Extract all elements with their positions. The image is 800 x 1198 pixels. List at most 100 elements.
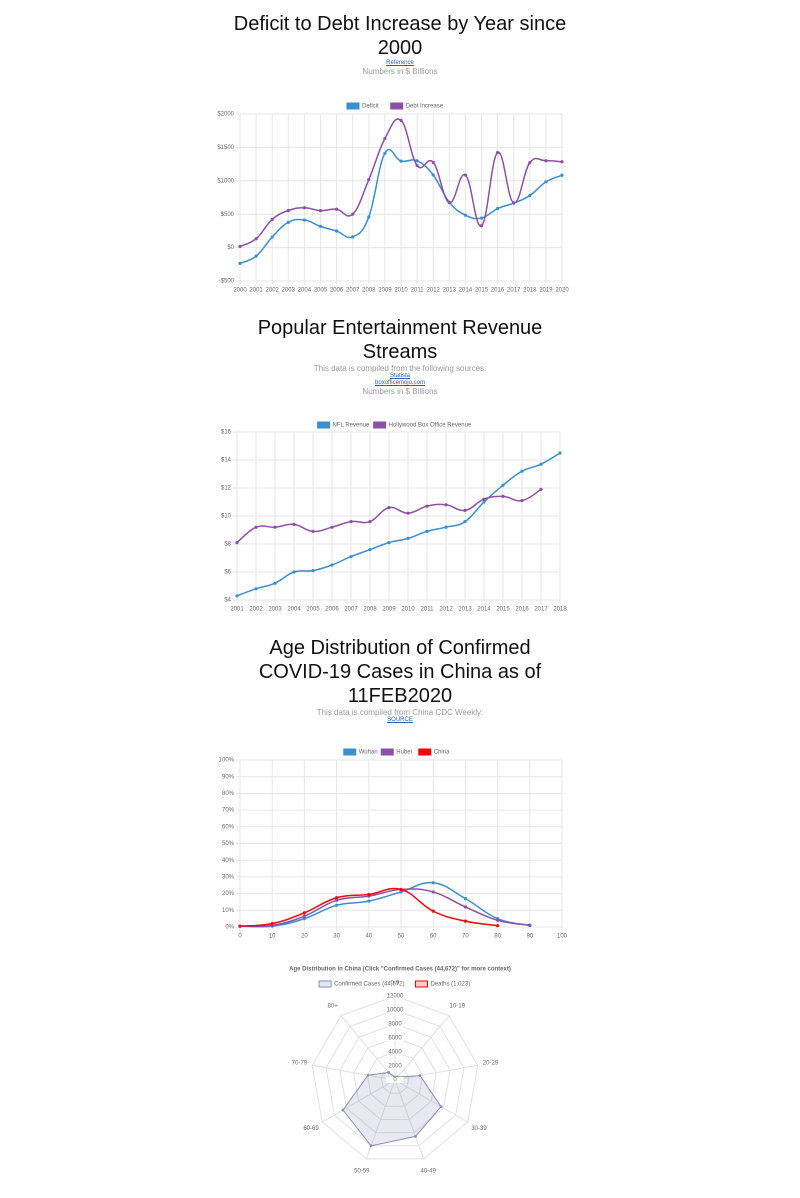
point xyxy=(463,919,467,923)
x-tick-label: 2017 xyxy=(534,607,548,613)
point xyxy=(302,206,306,210)
r-tick-label: 8000 xyxy=(388,1022,402,1028)
x-tick-label: 2019 xyxy=(539,288,553,294)
point xyxy=(512,201,516,205)
y-tick-label: 0% xyxy=(225,925,234,931)
point xyxy=(286,220,290,224)
x-tick-label: 2014 xyxy=(459,288,473,294)
point xyxy=(544,180,548,184)
x-tick-label: 2002 xyxy=(266,288,280,294)
x-tick-label: 2015 xyxy=(475,288,489,294)
x-tick-label: 2008 xyxy=(362,288,376,294)
point xyxy=(528,193,532,198)
point xyxy=(235,594,239,598)
r-tick-label: 12000 xyxy=(387,994,404,1000)
y-tick-label: $6 xyxy=(224,570,231,576)
point xyxy=(302,917,306,921)
chart-title: Popular Entertainment Revenue Streams xyxy=(257,317,543,363)
legend-swatch xyxy=(373,421,387,429)
axis-label: 60-69 xyxy=(303,1126,319,1132)
legend-label: Deaths (1,023) xyxy=(431,982,471,988)
grid-ring xyxy=(325,1009,465,1147)
spoke xyxy=(394,1064,478,1081)
point xyxy=(387,1071,391,1074)
point xyxy=(496,918,500,922)
x-tick-label: 40 xyxy=(365,934,372,940)
point xyxy=(349,520,353,524)
x-tick-label: 2010 xyxy=(394,288,408,294)
point xyxy=(330,563,334,567)
x-tick-label: 2011 xyxy=(411,288,425,294)
tick-backdrop xyxy=(386,1035,404,1041)
source-link[interactable]: Statista xyxy=(389,373,410,379)
point xyxy=(528,923,532,927)
point xyxy=(368,520,372,524)
series-line xyxy=(239,881,530,928)
x-tick-label: 80 xyxy=(494,934,501,940)
point xyxy=(238,261,242,265)
point xyxy=(286,208,290,213)
legend-swatch xyxy=(317,421,331,429)
point xyxy=(399,159,403,163)
point xyxy=(254,254,258,258)
grid-ring xyxy=(311,995,479,1160)
point xyxy=(335,229,339,233)
spoke xyxy=(312,1064,396,1081)
point xyxy=(399,887,403,892)
x-tick-label: 2003 xyxy=(282,288,296,294)
point xyxy=(399,890,403,894)
legend-label: Deficit xyxy=(362,104,379,110)
point xyxy=(431,909,435,913)
point xyxy=(520,469,524,473)
axis-label: 10-19 xyxy=(450,1003,466,1009)
axis-label: 50-59 xyxy=(354,1169,370,1175)
r-tick-label: 4000 xyxy=(388,1050,402,1056)
point xyxy=(539,462,543,466)
r-tick-label: 2000 xyxy=(388,1064,402,1070)
tick-backdrop xyxy=(386,1021,404,1027)
x-tick-label: 50 xyxy=(398,934,405,940)
point xyxy=(415,163,419,168)
point xyxy=(367,899,371,903)
point xyxy=(447,201,451,205)
legend-label: Hubei xyxy=(396,750,412,756)
source-link[interactable]: Reference xyxy=(386,60,414,66)
chart-title: Deficit to Debt Increase by Year since 2… xyxy=(233,13,567,59)
x-tick-label: 70 xyxy=(462,934,469,940)
point xyxy=(558,451,562,455)
point xyxy=(439,1105,443,1108)
point xyxy=(367,215,371,219)
point xyxy=(444,503,448,507)
source-link[interactable]: SOURCE xyxy=(387,717,413,723)
point xyxy=(479,216,484,220)
source-link[interactable]: boxofficemojo.com xyxy=(375,380,425,386)
x-tick-label: 2008 xyxy=(363,607,377,613)
point xyxy=(431,890,435,894)
x-tick-label: 2018 xyxy=(523,288,537,294)
point xyxy=(383,136,387,141)
chart-note: Numbers in $ Billions xyxy=(362,387,438,396)
chart-note: Numbers in $ Billions xyxy=(362,67,438,76)
y-tick-label: $1500 xyxy=(217,145,234,151)
axis-label: 70-79 xyxy=(292,1061,308,1067)
x-tick-label: 10 xyxy=(269,934,276,940)
point xyxy=(387,506,391,510)
x-tick-label: 2004 xyxy=(298,288,312,294)
grid-ring xyxy=(339,1023,451,1134)
y-tick-label: $16 xyxy=(221,430,232,436)
chart-header: Deficit to Debt Increase by Year since 2… xyxy=(0,12,800,76)
point xyxy=(463,897,467,901)
x-tick-label: 2001 xyxy=(249,288,263,294)
chart-header: Popular Entertainment Revenue Streams Thi… xyxy=(0,316,800,396)
point xyxy=(302,218,306,222)
axis-label: 0-9 xyxy=(391,981,400,987)
point xyxy=(463,905,467,909)
x-tick-label: 90 xyxy=(526,934,533,940)
point xyxy=(270,922,274,926)
point xyxy=(444,525,448,529)
legend-label: Confirmed Cases (44,672) xyxy=(334,982,404,988)
series-area xyxy=(342,1071,442,1147)
point xyxy=(292,570,296,574)
x-tick-label: 2018 xyxy=(553,607,567,613)
